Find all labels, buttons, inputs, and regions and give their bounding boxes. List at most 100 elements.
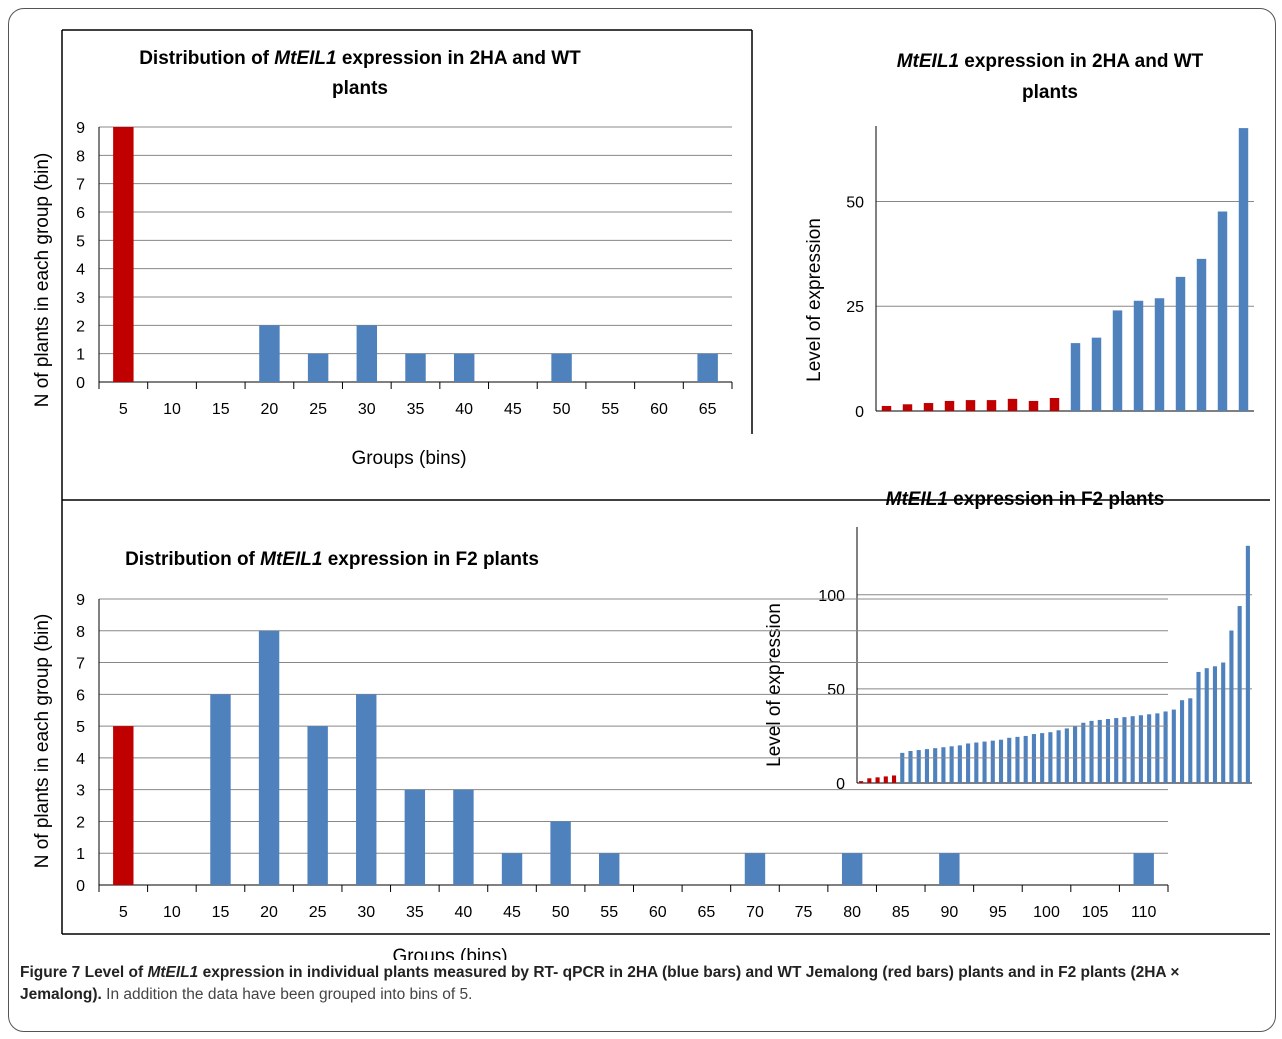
bar: [404, 789, 426, 885]
y-tick-label: 25: [846, 299, 864, 316]
chart-title: Distribution of MtEIL1 expression in 2HA…: [139, 48, 581, 69]
y-tick-label: 5: [76, 233, 85, 250]
bar: [923, 403, 934, 411]
bar: [966, 743, 971, 783]
x-tick-label: 110: [1131, 904, 1157, 921]
y-tick-label: 1: [76, 846, 85, 863]
x-tick-label: 35: [406, 904, 424, 921]
caption-figure-label: Figure 7 Level of: [20, 964, 148, 981]
y-tick-label: 4: [76, 751, 85, 768]
figure-canvas: Distribution of MtEIL1 expression in 2HA…: [32, 29, 1270, 960]
y-tick-label: 8: [76, 624, 85, 641]
bar: [990, 740, 995, 783]
x-tick-label: 30: [357, 904, 375, 921]
bar: [883, 776, 888, 783]
y-axis-label: N of plants in each group (bin): [32, 153, 53, 408]
bar: [1097, 719, 1102, 783]
x-tick-label: 65: [697, 904, 715, 921]
x-axis-label: Groups (bins): [351, 448, 466, 469]
bar: [1089, 720, 1094, 783]
bar: [933, 748, 938, 783]
bar: [1064, 728, 1069, 783]
x-tick-label: 105: [1082, 904, 1109, 921]
y-tick-label: 6: [76, 687, 85, 704]
bar: [982, 741, 987, 783]
bar: [1007, 737, 1012, 783]
bar: [551, 353, 572, 382]
bar: [1238, 128, 1249, 411]
bar: [1155, 713, 1160, 783]
bar: [1196, 671, 1201, 783]
chart-title-line2: plants: [332, 78, 388, 99]
bar: [1056, 730, 1061, 783]
bar: [916, 750, 921, 783]
y-tick-label: 2: [76, 814, 85, 831]
bar: [259, 325, 280, 382]
x-tick-label: 70: [746, 904, 764, 921]
bar: [1073, 726, 1078, 783]
x-tick-label: 65: [699, 401, 717, 418]
y-tick-label: 7: [76, 177, 85, 194]
bar: [875, 777, 880, 783]
x-tick-label: 35: [407, 401, 425, 418]
y-tick-label: 5: [76, 719, 85, 736]
x-tick-label: 40: [455, 904, 473, 921]
chart-title: MtEIL1 expression in F2 plants: [886, 489, 1165, 510]
bar: [307, 353, 329, 382]
bar: [1217, 211, 1228, 411]
x-tick-label: 15: [212, 904, 230, 921]
x-tick-label: 55: [600, 904, 618, 921]
bar: [1007, 398, 1018, 411]
bar: [1175, 276, 1186, 411]
caption-normal-text: In addition the data have been grouped i…: [101, 986, 473, 1003]
bar: [1154, 298, 1165, 411]
bar: [957, 745, 962, 783]
y-tick-label: 50: [846, 194, 864, 211]
bar: [1133, 853, 1154, 885]
y-tick-label: 8: [76, 148, 85, 165]
chart-expr-f2: MtEIL1 expression in F2 plants Level of …: [764, 489, 1252, 793]
chart-title-line2: plants: [1022, 82, 1078, 103]
bar: [941, 747, 946, 783]
bar: [1133, 300, 1144, 411]
x-tick-label: 10: [163, 401, 181, 418]
bar: [1179, 700, 1185, 783]
bar: [1091, 337, 1102, 411]
bar: [1138, 715, 1143, 783]
y-tick-label: 4: [76, 262, 85, 279]
bar: [550, 821, 571, 885]
x-tick-label: 25: [309, 401, 327, 418]
chart-hist-f2: Distribution of MtEIL1 expression in F2 …: [32, 549, 1169, 960]
bar: [998, 739, 1004, 783]
bar: [697, 353, 718, 382]
x-tick-label: 50: [552, 904, 570, 921]
bar: [1049, 398, 1060, 411]
x-tick-label: 95: [989, 904, 1007, 921]
figure-caption: Figure 7 Level of MtEIL1 expression in i…: [20, 962, 1265, 1006]
bar: [356, 325, 378, 382]
x-tick-label: 45: [503, 904, 521, 921]
bar: [405, 353, 426, 382]
bar: [1081, 722, 1086, 783]
bar: [949, 746, 954, 783]
bar: [924, 749, 930, 783]
y-axis-label: Level of expression: [764, 603, 785, 767]
y-tick-label: 3: [76, 783, 85, 800]
bar: [1221, 662, 1226, 783]
bar: [902, 404, 913, 411]
bar: [900, 752, 905, 783]
chart-expr-parents: MtEIL1 expression in 2HA and WT plants L…: [804, 51, 1254, 421]
y-axis-label: Level of expression: [804, 218, 825, 382]
x-tick-label: 85: [892, 904, 910, 921]
bar: [841, 853, 863, 885]
bar: [1031, 734, 1036, 783]
y-tick-label: 9: [76, 592, 85, 609]
y-tick-label: 0: [76, 878, 85, 895]
x-tick-label: 20: [260, 904, 278, 921]
bar: [307, 726, 328, 885]
x-tick-label: 25: [309, 904, 327, 921]
bar: [210, 694, 231, 885]
bar: [1070, 343, 1081, 411]
x-tick-label: 5: [119, 401, 128, 418]
x-tick-label: 55: [601, 401, 619, 418]
